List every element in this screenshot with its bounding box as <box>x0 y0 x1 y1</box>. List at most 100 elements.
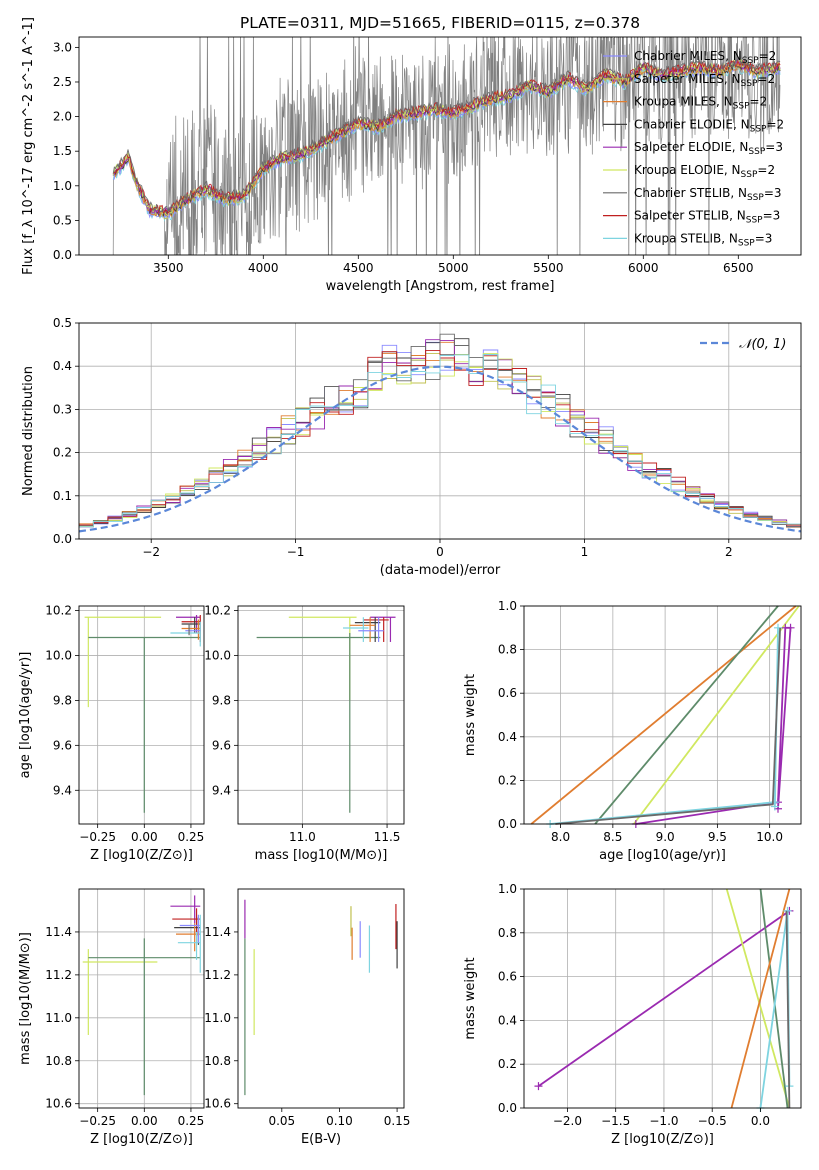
weight-line <box>725 888 791 1109</box>
y-tick-label: 10.8 <box>45 1054 72 1068</box>
x-tick-label: 0.00 <box>131 1114 158 1128</box>
legend-entry: Salpeter STELIB, NSSP=3 <box>634 209 780 226</box>
y-tick-label: 1.5 <box>53 144 72 158</box>
weight-line <box>530 605 797 825</box>
x-axis-label: Z [log10(Z/Z⊙)] <box>611 1132 714 1147</box>
x-tick-label: 10.0 <box>756 830 783 844</box>
y-tick-label: 11.4 <box>204 925 231 939</box>
y-tick-label: 10.6 <box>204 1097 231 1111</box>
x-tick-label: −0.25 <box>79 830 116 844</box>
x-tick-label: −1 <box>287 545 305 559</box>
y-tick-label: 2.0 <box>53 110 72 124</box>
spectrum-legend: Chabrier MILES, NSSP=2 Salpeter MILES, NS… <box>603 49 784 248</box>
model-spectrum-salp_stelib <box>112 59 781 214</box>
legend-entry: Kroupa STELIB, NSSP=3 <box>634 231 772 248</box>
x-tick-label: 9.5 <box>708 830 727 844</box>
x-tick-label: 4000 <box>248 261 279 275</box>
y-tick-label: 0.8 <box>498 643 517 657</box>
axes-frame <box>523 888 802 1109</box>
legend-entry: 𝒩(0, 1) <box>739 337 786 352</box>
legend-entry: Chabrier MILES, NSSP=2 <box>634 49 776 66</box>
x-tick-label: 5000 <box>438 261 469 275</box>
mass-vs-Z-points <box>82 895 201 1096</box>
y-axis-label: mass weight <box>463 957 478 1039</box>
y-axis-label: age [log10(age/yr)] <box>18 652 33 779</box>
x-tick-label: −1.0 <box>649 1114 678 1128</box>
y-tick-label: 2.5 <box>53 75 72 89</box>
y-tick-label: 0.0 <box>53 532 72 546</box>
y-axis-label: mass [log10(M/M⊙)] <box>18 932 33 1065</box>
legend-entry: Kroupa ELODIE, NSSP=2 <box>634 163 775 180</box>
x-tick-label: 2 <box>725 545 733 559</box>
x-tick-label: 0.25 <box>178 1114 205 1128</box>
legend-entry: Kroupa MILES, NSSP=2 <box>634 95 767 112</box>
weight-line <box>594 605 779 825</box>
x-tick-label: −0.5 <box>698 1114 727 1128</box>
y-tick-label: 0.2 <box>498 1057 517 1071</box>
x-tick-label: −1.5 <box>601 1114 630 1128</box>
y-axis-label: Flux [f_λ 10^-17 erg cm^-2 s^-1 A^-1] <box>21 17 36 275</box>
age-vs-Z-points <box>84 614 201 813</box>
weight-marker <box>783 906 792 915</box>
x-tick-label: 9.0 <box>656 830 675 844</box>
weight-line <box>537 910 790 1087</box>
axes-frame <box>78 888 205 1109</box>
residual-plot-area <box>79 333 801 533</box>
y-tick-label: 0.5 <box>53 213 72 227</box>
y-tick-label: 0.4 <box>53 359 72 373</box>
x-axis-label: Z [log10(Z/Z⊙)] <box>90 1132 193 1147</box>
y-tick-label: 0.0 <box>498 817 517 831</box>
x-tick-label: 5500 <box>533 261 564 275</box>
x-tick-label: 0.25 <box>178 830 205 844</box>
weight-line <box>555 627 781 825</box>
x-tick-label: 3500 <box>153 261 184 275</box>
x-tick-label: −0.25 <box>79 1114 116 1128</box>
x-tick-label: 0.00 <box>131 830 158 844</box>
y-tick-label: 0.6 <box>498 970 517 984</box>
y-tick-label: 11.2 <box>204 968 231 982</box>
y-tick-label: 0.1 <box>53 489 72 503</box>
y-tick-label: 9.4 <box>53 783 72 797</box>
mass-vs-ebv-points <box>244 899 398 1096</box>
normal-curve <box>79 365 801 533</box>
y-tick-label: 10.2 <box>45 603 72 617</box>
x-tick-label: 6000 <box>628 261 659 275</box>
x-tick-label: 0.10 <box>326 1114 353 1128</box>
axes-frame <box>237 605 405 825</box>
x-tick-label: 11.0 <box>289 830 316 844</box>
y-tick-label: 1.0 <box>498 599 517 613</box>
y-tick-label: 9.8 <box>53 693 72 707</box>
x-tick-label: 0 <box>436 545 444 559</box>
y-tick-label: 11.0 <box>204 1011 231 1025</box>
y-tick-label: 0.2 <box>498 773 517 787</box>
axes-frame <box>78 36 802 256</box>
x-tick-label: 0.05 <box>268 1114 295 1128</box>
x-tick-label: 8.5 <box>603 830 622 844</box>
x-tick-label: −2 <box>142 545 160 559</box>
x-tick-label: 4500 <box>343 261 374 275</box>
y-tick-label: 0.4 <box>498 1013 517 1027</box>
axes-frame <box>237 888 405 1109</box>
y-tick-label: 10.0 <box>45 648 72 662</box>
weight-line <box>730 888 791 1109</box>
y-tick-label: 11.4 <box>45 925 72 939</box>
y-tick-label: 0.8 <box>498 926 517 940</box>
x-tick-label: −2.0 <box>553 1114 582 1128</box>
weight-line <box>759 888 789 1109</box>
x-tick-label: 0.0 <box>751 1114 770 1128</box>
y-tick-label: 11.2 <box>45 968 72 982</box>
age-vs-mass-points <box>256 616 396 813</box>
weight-line <box>550 627 779 825</box>
weight-marker <box>770 802 779 811</box>
weight-vs-Z-lines <box>534 888 794 1112</box>
x-axis-label: mass [log10(M/M⊙)] <box>255 848 388 863</box>
y-tick-label: 10.6 <box>45 1097 72 1111</box>
y-tick-label: 0.0 <box>53 248 72 262</box>
legend-entry: Salpeter MILES, NSSP=2 <box>634 72 775 89</box>
y-tick-label: 0.3 <box>53 402 72 416</box>
x-tick-label: 8.0 <box>551 830 570 844</box>
weight-marker <box>534 1082 543 1091</box>
weight-marker <box>786 623 795 632</box>
x-tick-label: 6500 <box>723 261 754 275</box>
y-tick-label: 0.4 <box>498 730 517 744</box>
